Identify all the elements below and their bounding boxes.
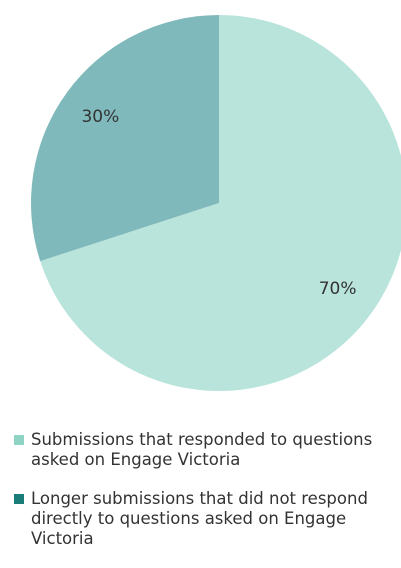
legend-item: Submissions that responded to questions … <box>14 430 384 470</box>
pie-slice <box>40 15 401 391</box>
legend-label: Longer submissions that did not respond … <box>31 489 368 548</box>
legend-item: Longer submissions that did not respond … <box>14 489 384 549</box>
legend-swatch <box>14 435 24 445</box>
legend-label: Submissions that responded to questions … <box>31 430 373 469</box>
legend: Submissions that responded to questions … <box>14 430 384 568</box>
slice-label: 30% <box>81 107 119 127</box>
pie-slice <box>31 15 220 262</box>
chart: 70% 30% <box>31 15 401 391</box>
slice-label: 70% <box>319 279 357 299</box>
legend-swatch <box>14 494 24 504</box>
